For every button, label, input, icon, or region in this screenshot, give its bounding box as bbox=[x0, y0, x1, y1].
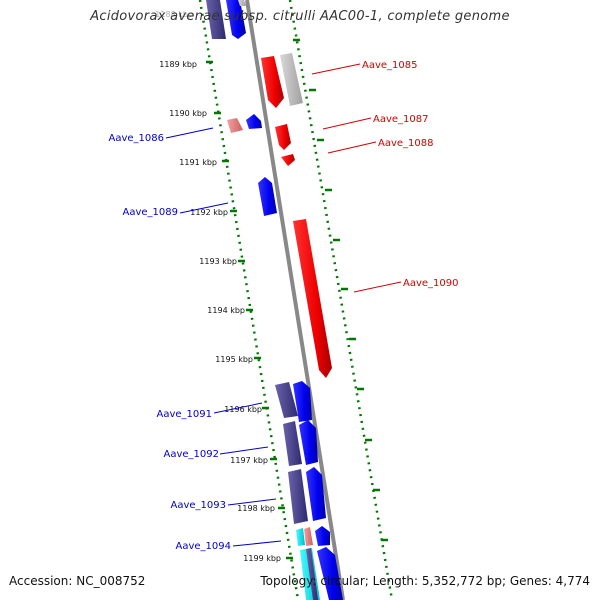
scale-label-1194: 1194 kbp bbox=[207, 306, 245, 315]
scale-label-1198: 1198 kbp bbox=[237, 504, 275, 513]
gene-aave-1087 bbox=[275, 124, 291, 150]
gene-label-aave-1093[interactable]: Aave_1093 bbox=[171, 500, 227, 511]
genome-backbone bbox=[245, 0, 345, 600]
gene-aave-1090 bbox=[293, 219, 332, 378]
genome-title: Acidovorax avenae subsp. citrulli AAC00-… bbox=[90, 9, 510, 24]
scale-label-1191: 1191 kbp bbox=[179, 158, 217, 167]
scale-label-1197: 1197 kbp bbox=[230, 456, 268, 465]
scale-label-1195: 1195 kbp bbox=[215, 355, 253, 364]
gene-label-aave-1085[interactable]: Aave_1085 bbox=[362, 60, 418, 71]
gene-gray-1085b bbox=[280, 53, 303, 106]
gene-label-aave-1092[interactable]: Aave_1092 bbox=[164, 449, 220, 460]
major-ticks-right bbox=[293, 38, 388, 542]
gene-label-aave-1086[interactable]: Aave_1086 bbox=[109, 133, 165, 144]
gene-aave-1094 bbox=[315, 526, 330, 546]
leader-lines-right bbox=[311, 63, 402, 293]
gene-aave-1085 bbox=[261, 56, 284, 108]
gene-label-aave-1089[interactable]: Aave_1089 bbox=[123, 207, 179, 218]
gene-navy-1093 bbox=[288, 469, 308, 524]
gene-label-aave-1087[interactable]: Aave_1087 bbox=[373, 114, 429, 125]
gene-pink-1086 bbox=[227, 118, 243, 133]
gene-navy-bottom bbox=[306, 548, 318, 600]
gene-aave-1091 bbox=[293, 381, 312, 422]
gene-aave-1092 bbox=[299, 420, 318, 465]
gene-blue-bottom bbox=[317, 547, 343, 600]
gene-aave-1088 bbox=[281, 154, 295, 166]
gene-aave-1089 bbox=[258, 177, 277, 216]
gene-pink-1094 bbox=[304, 527, 313, 546]
scale-label-1190: 1190 kbp bbox=[169, 109, 207, 118]
gene-navy-1091 bbox=[275, 382, 298, 418]
gene-label-aave-1091[interactable]: Aave_1091 bbox=[157, 409, 213, 420]
scale-label-1199: 1199 kbp bbox=[243, 554, 281, 563]
genome-summary: Topology: circular; Length: 5,352,772 bp… bbox=[260, 574, 590, 588]
gene-label-aave-1090[interactable]: Aave_1090 bbox=[403, 278, 459, 289]
gene-label-aave-1094[interactable]: Aave_1094 bbox=[176, 541, 232, 552]
gene-aave-1086 bbox=[246, 114, 262, 129]
scale-label-1192: 1192 kbp bbox=[190, 208, 228, 217]
gene-clipped-gray bbox=[238, 0, 246, 6]
scale-label-1188: 1188 kbp bbox=[155, 10, 193, 19]
gene-aave-1093 bbox=[306, 467, 326, 521]
gene-reverse-clipped-2 bbox=[226, 0, 246, 39]
gene-features bbox=[206, 0, 343, 600]
major-ticks-left bbox=[206, 60, 293, 560]
scale-label-1193: 1193 kbp bbox=[199, 257, 237, 266]
gene-reverse-clipped-1 bbox=[206, 0, 226, 39]
gene-navy-1092 bbox=[283, 421, 302, 466]
scale-label-1189: 1189 kbp bbox=[159, 60, 197, 69]
gene-cyan-1094 bbox=[296, 528, 305, 546]
scale-label-1196: 1196 kbp bbox=[224, 405, 262, 414]
gene-label-aave-1088[interactable]: Aave_1088 bbox=[378, 138, 434, 149]
accession-label: Accession: NC_008752 bbox=[9, 574, 146, 588]
leader-lines-left bbox=[165, 127, 282, 547]
